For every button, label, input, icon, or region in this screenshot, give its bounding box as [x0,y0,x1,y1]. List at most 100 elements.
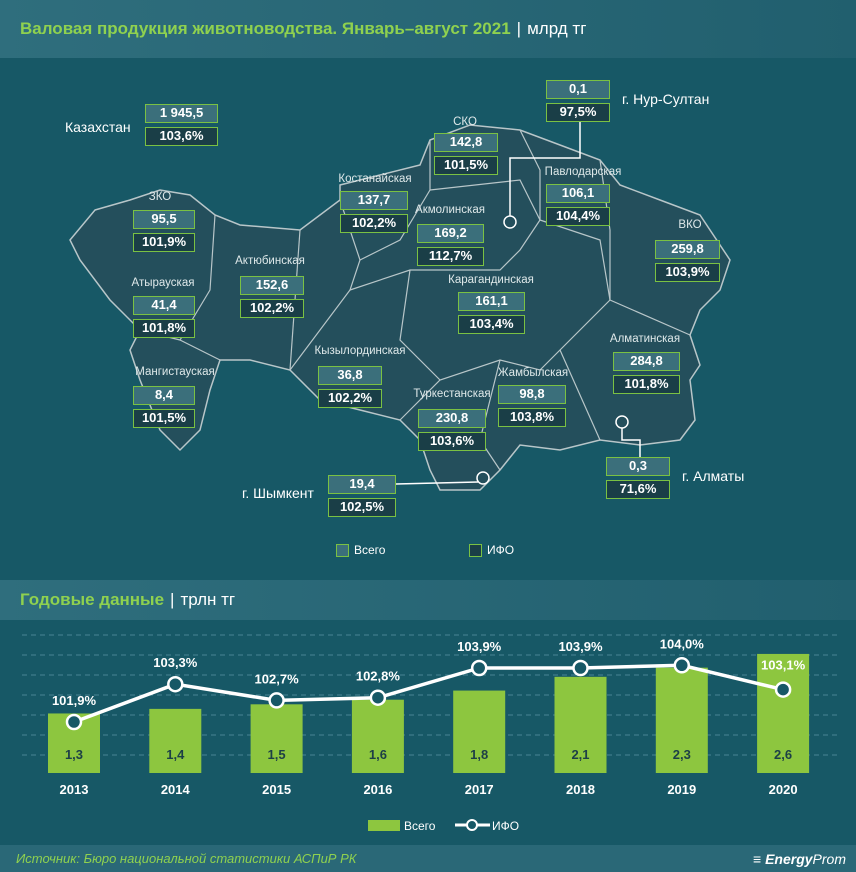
region-ifo: 101,9% [133,233,195,252]
country-ifo: 103,6% [145,127,218,146]
region-total: 8,4 [133,386,195,405]
ifo-point [673,657,691,674]
region-total: 0,1 [546,80,610,99]
legend-label-ifo: ИФО [492,819,519,833]
region-label: г. Нур-Султан [622,91,710,107]
country-total: 1 945,5 [145,104,218,123]
kazakhstan-map [69,122,731,491]
ifo-value-label: 103,9% [558,639,603,654]
region-label: г. Шымкент [242,485,314,501]
region-label: Алматинская [609,333,681,345]
bar-value-label: 2,1 [571,747,589,762]
legend-swatch-ifo [469,543,482,557]
ifo-point [268,692,285,709]
ifo-point [167,675,184,693]
ifo-point [470,659,488,677]
legend-marker-ifo [466,819,478,831]
region-ifo: 103,6% [418,432,486,451]
bar [250,704,303,773]
region-ifo: 101,5% [434,156,498,175]
header-unit: млрд тг [527,19,587,38]
year-tick-label: 2019 [667,782,696,797]
ifo-point [369,689,387,706]
ifo-value-label: 102,7% [255,671,300,686]
region-ifo: 103,8% [498,408,566,427]
bar [757,653,810,773]
region-total: 41,4 [133,296,195,315]
ifo-value-label: 102,8% [356,669,401,684]
region-total: 19,4 [328,475,396,494]
region-label: Актюбинская [235,255,305,267]
region-total: 169,2 [417,224,484,243]
year-tick-label: 2015 [262,782,291,797]
region-label: г. Алматы [682,468,745,484]
region-total: 137,7 [340,191,408,210]
section-title: Годовые данные [20,590,165,609]
region-total: 98,8 [498,385,566,404]
bar-value-label: 1,3 [65,747,83,762]
ifo-line [73,663,784,724]
region-ifo: 102,2% [318,389,382,408]
bar-value-label: 2,3 [673,747,691,762]
region-ifo: 102,2% [240,299,304,318]
region-total: 161,1 [458,292,525,311]
bar [351,699,404,773]
region-label: СКО [453,116,477,128]
region-label: ЗКО [148,191,172,203]
year-tick-label: 2016 [363,782,392,797]
country-label: Казахстан [65,119,131,135]
bar-value-label: 1,6 [369,747,387,762]
region-label: Акмолинская [415,204,485,216]
year-tick-label: 2018 [566,782,595,797]
section-unit: трлн тг [180,590,236,609]
region-total: 284,8 [613,352,680,371]
ifo-point [774,681,792,698]
bar-value-label: 1,4 [166,747,185,762]
year-tick-label: 2013 [60,782,89,797]
source-text: Источник: Бюро национальной статистики А… [16,851,357,866]
year-tick-label: 2014 [161,782,191,797]
legend-swatch-total [368,820,400,831]
region-ifo: 71,6% [606,480,670,499]
annual-chart: 1,3 2013 1,4 2014 1,5 2015 1,6 2016 1,8 2017 2,1 20… [22,634,840,833]
legend-label-total: Всего [404,819,436,833]
region-total: 230,8 [418,409,486,428]
section-annual-header: Годовые данные | трлн тг [0,580,856,620]
region-label: Кызылординская [314,345,406,357]
header: Валовая продукция животноводства. Январь… [0,0,856,58]
ifo-value-label: 103,1% [761,658,806,673]
region-total: 0,3 [606,457,670,476]
year-tick-label: 2020 [769,782,798,797]
region-ifo: 104,4% [546,207,610,226]
header-title: Валовая продукция животноводства. Январь… [20,19,511,38]
region-total: 106,1 [546,184,610,203]
ifo-point [572,659,589,677]
region-total: 95,5 [133,210,195,229]
region-ifo: 102,2% [340,214,408,233]
bar-value-label: 2,6 [774,747,792,762]
map-legend-ifo: ИФО [469,543,514,557]
region-total: 36,8 [318,366,382,385]
region-total: 259,8 [655,240,720,259]
region-ifo: 97,5% [546,103,610,122]
bar [453,690,506,773]
footer: Источник: Бюро национальной статистики А… [0,845,856,872]
region-ifo: 102,5% [328,498,396,517]
ifo-value-label: 104,0% [660,636,705,651]
nur-sultan-marker [503,215,517,229]
region-label: Костанайская [338,173,412,185]
city-markers [395,122,641,485]
region-total: 142,8 [434,133,498,152]
energyprom-logo: ≡ EnergyProm [753,850,846,867]
bar [554,676,607,773]
region-ifo: 101,5% [133,409,195,428]
region-ifo: 103,9% [655,263,720,282]
region-ifo: 101,8% [133,319,195,338]
ifo-value-label: 101,9% [52,693,97,708]
ifo-value-label: 103,9% [457,639,502,654]
region-label: Мангистауская [135,366,215,378]
year-tick-label: 2017 [465,782,494,797]
region-total: 152,6 [240,276,304,295]
map-legend-total: Всего [336,543,385,557]
legend-swatch-total [336,543,349,557]
